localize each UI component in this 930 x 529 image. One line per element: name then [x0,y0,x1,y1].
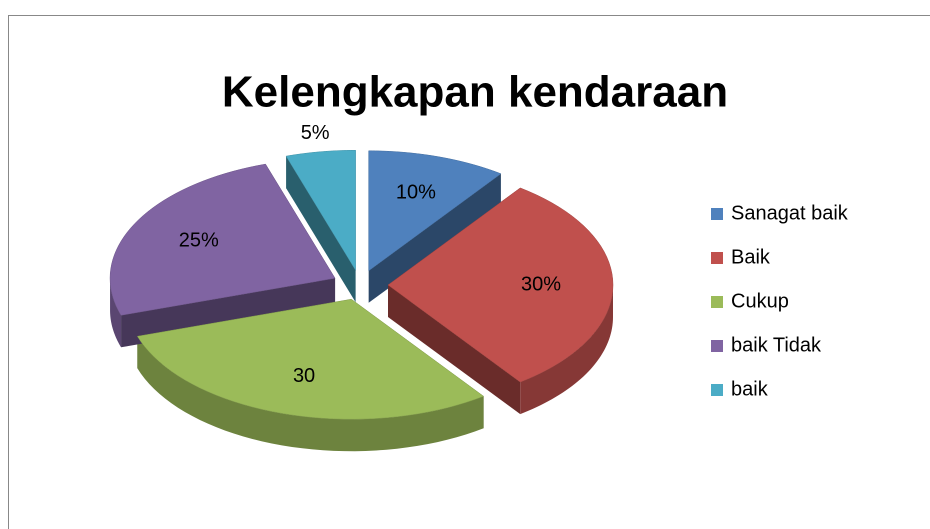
slice-side [137,336,484,452]
slice [387,187,614,383]
data-label: 5% [301,122,330,144]
slice [368,150,502,272]
slice-wall [368,173,501,303]
slice-side [520,285,613,415]
legend-swatch [711,252,723,264]
slice [109,163,336,316]
legend-swatch [711,340,723,352]
slice-side [110,278,122,348]
legend-label: baik [731,378,769,400]
pie-tops [109,150,614,420]
legend-label: baik Tidak [731,334,822,356]
chart-title: Kelengkapan kendaraan [222,68,728,117]
legend-swatch [711,384,723,396]
chart-frame [8,15,930,529]
slice [285,150,356,272]
data-label: 10% [396,181,436,203]
legend-label: Sanagat baik [731,202,849,224]
data-label: 30% [521,273,561,295]
pie-labels: 10% 30% 30 25% 5% [179,122,562,387]
legend-swatch [711,296,723,308]
legend-label: Baik [731,246,771,268]
slice [136,298,485,420]
legend-swatch [711,208,723,220]
slice-wall [286,156,356,303]
legend-label: Cukup [731,290,789,312]
slice-wall [388,285,521,415]
data-label: 30 [293,365,315,387]
data-label: 25% [179,229,219,251]
